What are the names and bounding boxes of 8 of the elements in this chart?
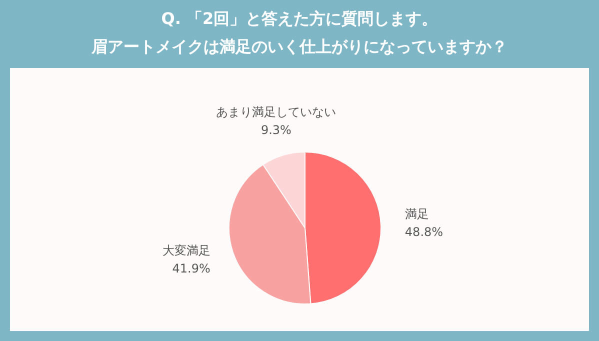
slice-label: あまり満足していない: [216, 105, 336, 120]
data-label: 9.3%: [260, 123, 292, 138]
data-label: 41.9%: [172, 261, 210, 276]
chart-subtitle: 眉アートメイクは満足のいく仕上がりになっていますか？: [90, 37, 508, 56]
slice-label: 大変満足: [162, 243, 210, 258]
slice-label: 満足: [404, 207, 429, 222]
data-label: 48.8%: [404, 225, 444, 240]
chart-title: Q. 「2回」と答えた方に質問します。: [161, 9, 438, 28]
